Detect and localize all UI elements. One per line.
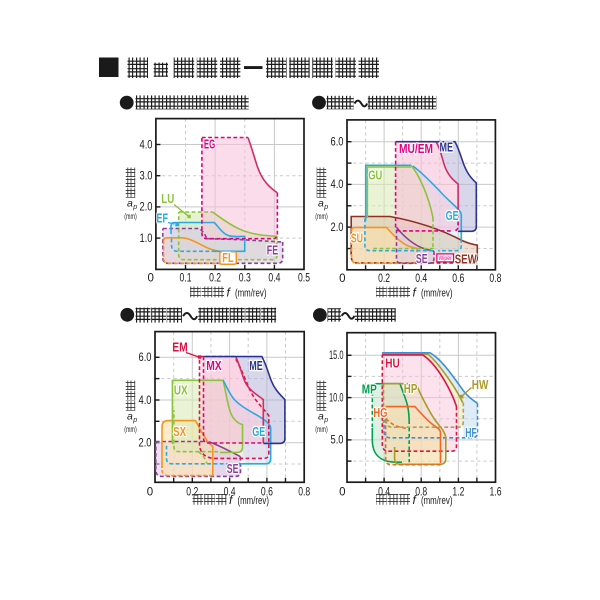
svg-text:15.0: 15.0 — [329, 350, 344, 362]
svg-text:0.4: 0.4 — [224, 486, 236, 498]
svg-text:a: a — [318, 198, 324, 210]
svg-text:6.0: 6.0 — [331, 137, 344, 149]
svg-text:4.0: 4.0 — [140, 139, 153, 151]
svg-text:LU: LU — [161, 191, 174, 206]
svg-text:EM: EM — [172, 339, 188, 354]
svg-text:0.5: 0.5 — [298, 273, 310, 285]
svg-text:SX: SX — [173, 424, 186, 439]
svg-text:4.0: 4.0 — [139, 395, 152, 407]
svg-text:0: 0 — [147, 273, 153, 285]
svg-text:(mm/rev): (mm/rev) — [421, 495, 453, 507]
svg-text:a: a — [318, 411, 324, 423]
svg-text:SEW: SEW — [455, 251, 477, 266]
svg-text:0.2: 0.2 — [209, 273, 221, 285]
svg-text:f: f — [413, 286, 418, 300]
svg-text:a: a — [127, 411, 133, 423]
svg-text:MX: MX — [206, 358, 222, 373]
svg-text:0.8: 0.8 — [298, 486, 310, 498]
svg-text:0.6: 0.6 — [261, 486, 273, 498]
svg-text:SE: SE — [227, 461, 239, 476]
svg-text:p: p — [323, 204, 328, 211]
svg-text:GU: GU — [368, 167, 382, 182]
svg-text:4.0: 4.0 — [331, 179, 344, 191]
svg-text:2.0: 2.0 — [139, 438, 152, 450]
svg-text:2.0: 2.0 — [140, 202, 153, 214]
svg-text:3.0: 3.0 — [140, 171, 153, 183]
svg-text:(mm/rev): (mm/rev) — [238, 495, 270, 507]
svg-text:(mm): (mm) — [124, 424, 137, 434]
svg-text:UX: UX — [174, 383, 188, 398]
svg-text:HF: HF — [465, 425, 477, 440]
svg-text:p: p — [132, 417, 137, 424]
svg-text:0: 0 — [339, 273, 345, 285]
svg-text:(mm/rev): (mm/rev) — [421, 288, 453, 300]
svg-text:f: f — [413, 493, 418, 507]
svg-text:ME: ME — [440, 139, 454, 154]
svg-text:FE: FE — [267, 243, 279, 258]
svg-text:EF: EF — [157, 211, 169, 226]
svg-text:FL: FL — [222, 250, 233, 265]
svg-text:a: a — [127, 198, 133, 210]
svg-text:p: p — [323, 417, 328, 424]
svg-text:(mm/rev): (mm/rev) — [235, 288, 267, 300]
svg-text:HW: HW — [472, 377, 489, 392]
svg-text:(mm): (mm) — [315, 424, 328, 434]
svg-text:SU: SU — [351, 230, 363, 245]
svg-text:0.4: 0.4 — [268, 273, 280, 285]
svg-text:MU/EM: MU/EM — [399, 141, 433, 156]
svg-text:0.6: 0.6 — [452, 273, 464, 285]
svg-text:MP: MP — [362, 381, 377, 396]
svg-text:ME: ME — [249, 358, 263, 373]
svg-text:0.1: 0.1 — [180, 273, 192, 285]
svg-text:EG: EG — [204, 137, 215, 152]
svg-text:0.8: 0.8 — [489, 273, 501, 285]
svg-text:1.2: 1.2 — [452, 486, 464, 498]
svg-text:0.2: 0.2 — [378, 273, 390, 285]
svg-text:p: p — [132, 204, 137, 211]
svg-text:0: 0 — [147, 486, 153, 498]
svg-text:Wiper: Wiper — [439, 255, 452, 262]
svg-text:1.6: 1.6 — [490, 486, 502, 498]
svg-text:f: f — [227, 286, 232, 300]
svg-text:0.3: 0.3 — [239, 273, 251, 285]
svg-text:1.0: 1.0 — [140, 233, 153, 245]
svg-text:0.4: 0.4 — [415, 273, 427, 285]
svg-text:10.0: 10.0 — [329, 392, 344, 404]
svg-text:5.0: 5.0 — [331, 435, 344, 447]
svg-text:0: 0 — [339, 486, 345, 498]
svg-text:HU: HU — [385, 355, 400, 370]
svg-text:2.0: 2.0 — [331, 222, 344, 234]
svg-text:0.8: 0.8 — [415, 486, 427, 498]
svg-text:f: f — [229, 493, 234, 507]
svg-text:6.0: 6.0 — [139, 352, 152, 364]
svg-text:HP: HP — [404, 381, 418, 396]
svg-text:(mm): (mm) — [315, 211, 328, 221]
svg-text:GE: GE — [252, 424, 265, 439]
svg-text:SE: SE — [416, 251, 428, 266]
svg-text:HG: HG — [373, 405, 387, 420]
svg-text:(mm): (mm) — [124, 211, 137, 221]
svg-text:GE: GE — [446, 208, 459, 223]
